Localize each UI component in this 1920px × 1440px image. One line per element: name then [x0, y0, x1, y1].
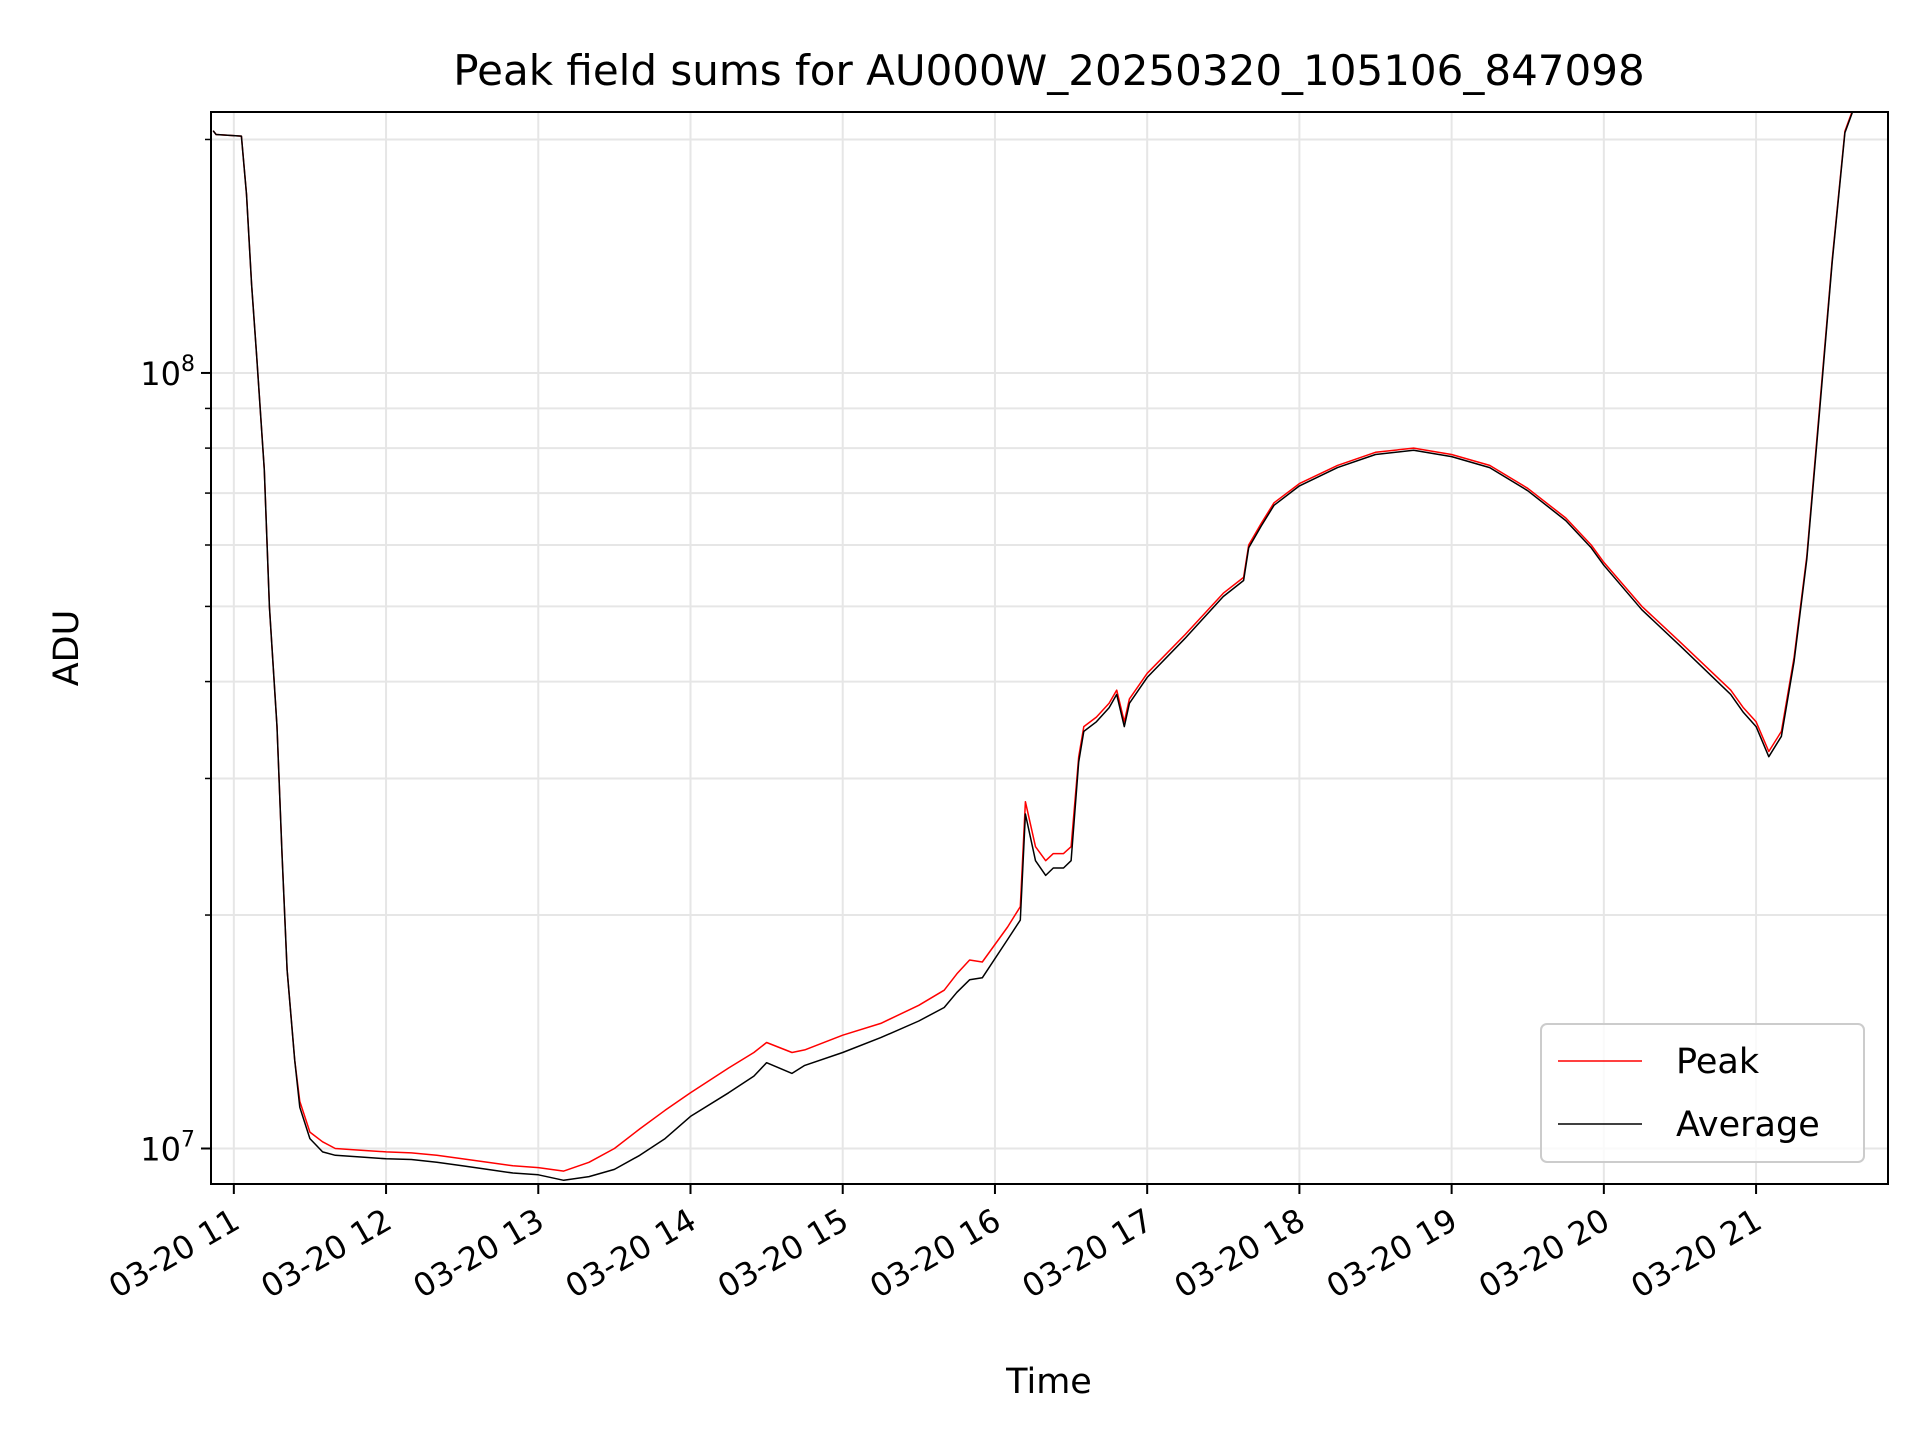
series-layer: [212, 112, 1854, 1182]
y-tick-label-base: 10: [140, 355, 181, 393]
y-axis-label: ADU: [47, 610, 87, 687]
legend-box: [1540, 1023, 1865, 1163]
legend-label-average: Average: [1676, 1105, 1820, 1145]
legend-label-peak: Peak: [1676, 1042, 1760, 1082]
plot-frame: [210, 111, 1889, 1185]
series-line-average: [212, 112, 1854, 1182]
y-tick-label-exponent: 8: [181, 352, 195, 377]
y-tick-label: 108: [140, 352, 195, 393]
y-tick-label-base: 10: [140, 1131, 181, 1169]
grid-layer: [211, 112, 1888, 1184]
legend: Peak Average: [1540, 1023, 1865, 1163]
y-tick-label-exponent: 7: [181, 1128, 195, 1153]
x-axis-label: Time: [1005, 1362, 1092, 1402]
y-tick-label: 107: [140, 1128, 195, 1169]
series-line-peak: [212, 112, 1853, 1172]
chart-title: Peak field sums for AU000W_20250320_1051…: [453, 46, 1644, 95]
